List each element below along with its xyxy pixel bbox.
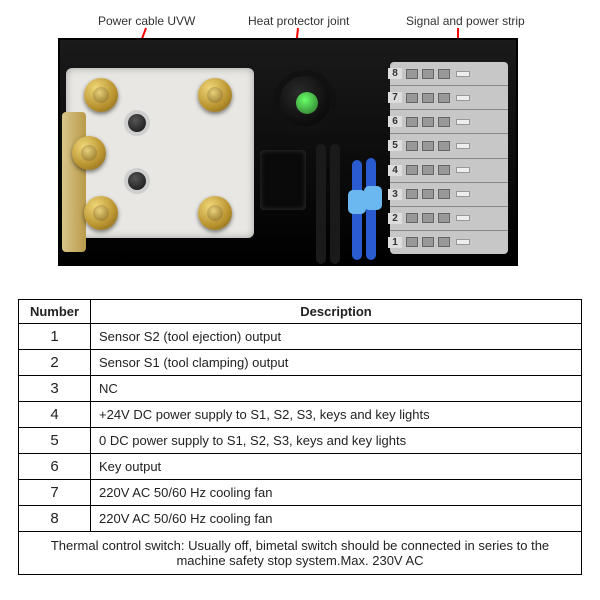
table-row: 1Sensor S2 (tool ejection) output xyxy=(19,324,582,350)
cell-description: 220V AC 50/60 Hz cooling fan xyxy=(91,506,582,532)
strip-row: 5 xyxy=(390,133,508,157)
cell-number: 1 xyxy=(19,324,91,350)
strip-number: 2 xyxy=(388,213,402,224)
cell-number: 5 xyxy=(19,428,91,454)
col-header-number: Number xyxy=(19,300,91,324)
signal-power-strip: 8 7 6 5 4 3 2 1 xyxy=(390,62,508,254)
strip-row: 3 xyxy=(390,182,508,206)
strip-number: 5 xyxy=(388,140,402,151)
strip-number: 3 xyxy=(388,189,402,200)
pin-description-table: Number Description 1Sensor S2 (tool ejec… xyxy=(18,299,582,575)
strip-row: 4 xyxy=(390,158,508,182)
cell-number: 3 xyxy=(19,376,91,402)
callout-heat-protector: Heat protector joint xyxy=(248,14,349,28)
callout-signal-strip: Signal and power strip xyxy=(406,14,525,28)
wiring-photo: 8 7 6 5 4 3 2 1 xyxy=(58,38,518,266)
cell-description: 0 DC power supply to S1, S2, S3, keys an… xyxy=(91,428,582,454)
power-terminal-plate xyxy=(66,68,254,238)
table-row: 2Sensor S1 (tool clamping) output xyxy=(19,350,582,376)
table-row: 50 DC power supply to S1, S2, S3, keys a… xyxy=(19,428,582,454)
cell-description: +24V DC power supply to S1, S2, S3, keys… xyxy=(91,402,582,428)
strip-row: 7 xyxy=(390,85,508,109)
strip-number: 1 xyxy=(388,237,402,248)
table-row: 8220V AC 50/60 Hz cooling fan xyxy=(19,506,582,532)
cell-description: Sensor S1 (tool clamping) output xyxy=(91,350,582,376)
cell-number: 4 xyxy=(19,402,91,428)
cell-number: 8 xyxy=(19,506,91,532)
figure-area: Power cable UVW Heat protector joint Sig… xyxy=(18,10,582,285)
table-footer-row: Thermal control switch: Usually off, bim… xyxy=(19,532,582,575)
table-row: 7220V AC 50/60 Hz cooling fan xyxy=(19,480,582,506)
cell-description: NC xyxy=(91,376,582,402)
cell-number: 6 xyxy=(19,454,91,480)
strip-row: 8 xyxy=(390,62,508,85)
cell-description: Key output xyxy=(91,454,582,480)
heat-protector-button xyxy=(274,70,336,132)
callout-power-cable: Power cable UVW xyxy=(98,14,195,28)
cell-number: 7 xyxy=(19,480,91,506)
table-row: 3NC xyxy=(19,376,582,402)
cell-description: 220V AC 50/60 Hz cooling fan xyxy=(91,480,582,506)
table-footer-text: Thermal control switch: Usually off, bim… xyxy=(19,532,582,575)
strip-row: 2 xyxy=(390,206,508,230)
table-row: 6Key output xyxy=(19,454,582,480)
cell-number: 2 xyxy=(19,350,91,376)
strip-row: 6 xyxy=(390,109,508,133)
table-row: 4+24V DC power supply to S1, S2, S3, key… xyxy=(19,402,582,428)
strip-number: 7 xyxy=(388,92,402,103)
strip-row: 1 xyxy=(390,230,508,254)
col-header-description: Description xyxy=(91,300,582,324)
table-header-row: Number Description xyxy=(19,300,582,324)
cell-description: Sensor S2 (tool ejection) output xyxy=(91,324,582,350)
strip-number: 4 xyxy=(388,165,402,176)
strip-number: 8 xyxy=(388,68,402,79)
strip-number: 6 xyxy=(388,116,402,127)
heat-protector-connector xyxy=(260,150,306,210)
